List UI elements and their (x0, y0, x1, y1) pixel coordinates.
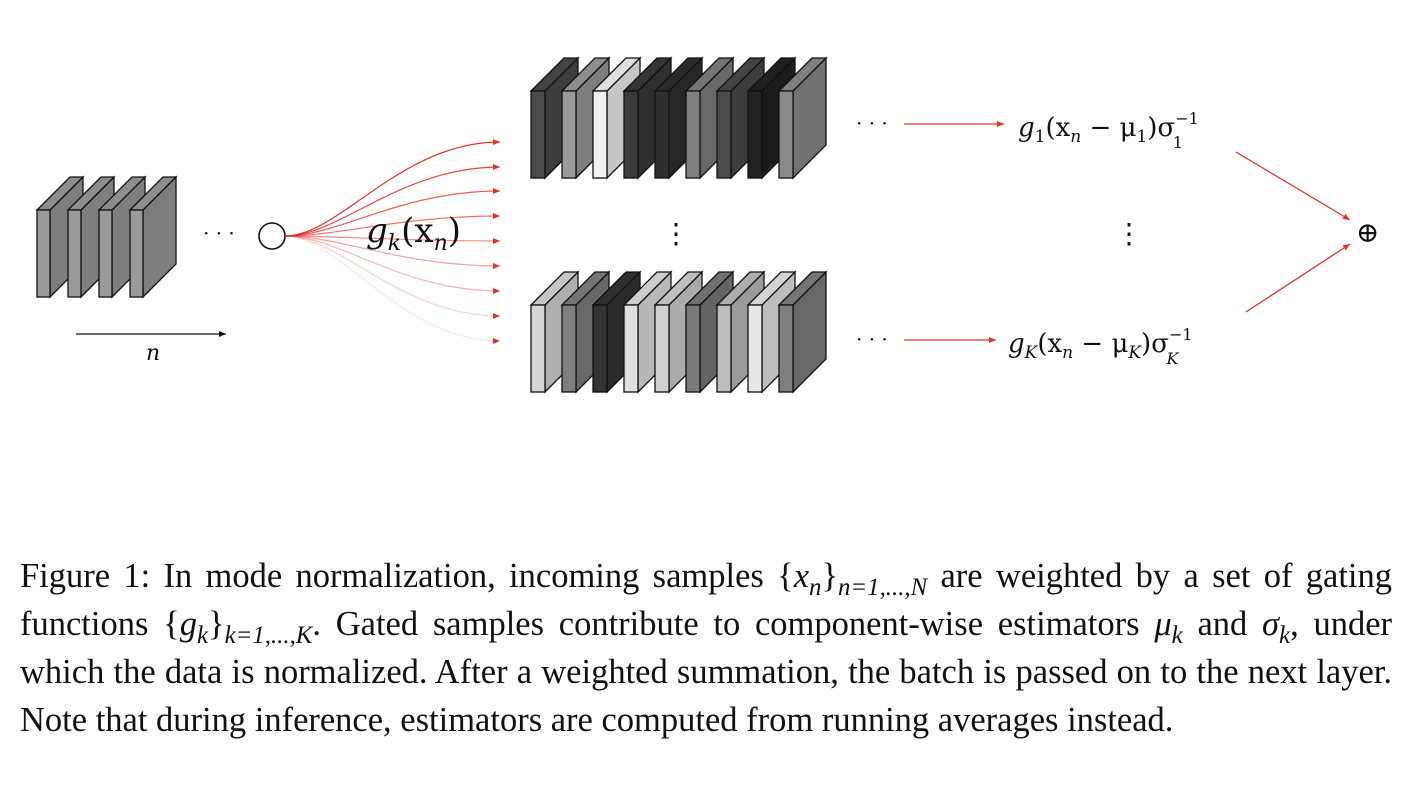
gating-curve (284, 164, 501, 237)
feature-slab (777, 56, 828, 180)
batch-index-label: n (146, 341, 160, 366)
feature-slab (128, 175, 178, 299)
gating-curve (284, 235, 501, 344)
gating-node (258, 222, 286, 250)
gating-curve (284, 235, 501, 244)
bottom-normalized-output: gK(xn − μK)σ−1 K (1008, 325, 1193, 368)
gating-fan-curves (284, 139, 501, 344)
bottom-to-sum-arrow (1245, 243, 1351, 313)
figure-caption: Figure 1: In mode normalization, incomin… (20, 557, 1392, 739)
gating-curve (284, 235, 501, 294)
bottom-ellipsis: · · · (856, 327, 888, 351)
feature-slab (777, 270, 828, 394)
gating-curve (284, 213, 501, 237)
gating-curve (284, 139, 501, 237)
summation-symbol: ⊕ (1356, 216, 1379, 249)
input-sample-stack (35, 175, 178, 299)
gating-curve (284, 188, 501, 237)
output-vertical-ellipsis: ⋮ (1115, 217, 1143, 250)
gating-function-label: gk(xn) (366, 211, 461, 256)
bottom-component-stack (529, 270, 828, 394)
top-to-sum-arrow (1235, 151, 1351, 221)
gating-curve (284, 235, 501, 269)
gating-curve (284, 235, 501, 319)
top-ellipsis: · · · (856, 111, 888, 135)
top-component-stack (529, 56, 828, 180)
stack-vertical-ellipsis: ⋮ (662, 217, 690, 250)
top-normalized-output: g1(xn − μ1)σ−1 1 (1018, 109, 1199, 152)
input-ellipsis: · · · (203, 221, 235, 245)
mode-normalization-diagram: n · · · gk(xn) ⋮ ⋮ · · · g1(xn − μ1)σ−1 1… (35, 56, 1379, 394)
